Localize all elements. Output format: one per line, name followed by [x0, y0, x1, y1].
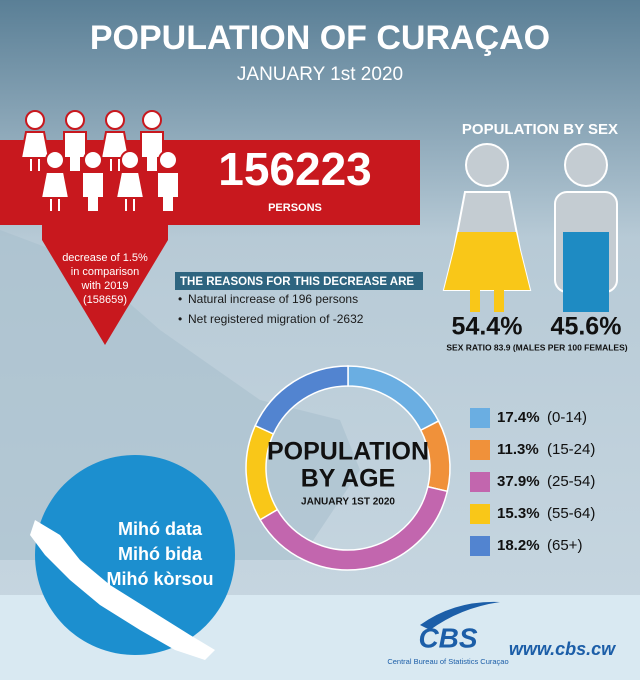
person-head [142, 110, 162, 130]
person-head [83, 150, 103, 170]
age-donut [245, 365, 451, 571]
logo-text: CBS [418, 622, 477, 653]
island-shape [30, 520, 215, 660]
female-leg [494, 290, 504, 312]
sex-ratio: SEX RATIO 83.9 (MALES PER 100 FEMALES) [446, 342, 627, 352]
bullet: • [178, 292, 182, 306]
person-head [120, 150, 140, 170]
person-head [45, 150, 65, 170]
donut-title: BY AGE [301, 465, 395, 493]
person-head [158, 150, 178, 170]
legend: 17.4% (0-14) 11.3% (15-24) 37.9% (25-54) 15.3%… [470, 408, 595, 556]
male-icon [554, 143, 618, 312]
legend-swatch [470, 472, 490, 492]
person-head [105, 110, 125, 130]
legend-swatch [470, 440, 490, 460]
female-fill [444, 232, 530, 290]
slogan-line: Mihó bida [118, 544, 203, 564]
person-head [65, 110, 85, 130]
legend-value: 11.3% [497, 441, 539, 458]
subtitle: JANUARY 1st 2020 [237, 64, 403, 85]
reason-item: Net registered migration of -2632 [188, 312, 364, 326]
legend-value: 18.2% [497, 537, 540, 554]
slogan-line: Mihó data [118, 519, 203, 539]
reasons-title: THE REASONS FOR THIS DECREASE ARE [180, 276, 414, 288]
female-head [465, 143, 509, 187]
male-head [564, 143, 608, 187]
legend-category: (0-14) [547, 409, 587, 426]
legend-category: (25-54) [547, 473, 595, 490]
female-icon [442, 143, 532, 312]
decrease-line: decrease of 1.5% [62, 252, 148, 264]
donut-subtitle: JANUARY 1ST 2020 [301, 497, 395, 508]
website: www.cbs.cw [509, 639, 616, 659]
legend-value: 37.9% [497, 473, 540, 490]
legend-category: (55-64) [547, 505, 595, 522]
total-unit: PERSONS [268, 202, 322, 214]
female-percent: 54.4% [452, 313, 523, 341]
slogan-circle [35, 455, 235, 655]
female-leg [470, 290, 480, 312]
reason-item: Natural increase of 196 persons [188, 292, 358, 306]
donut-title: POPULATION [267, 438, 429, 466]
decrease-line: (158659) [83, 294, 127, 306]
person-head [25, 110, 45, 130]
total-value: 156223 [218, 143, 372, 195]
bullet: • [178, 312, 182, 326]
legend-value: 15.3% [497, 505, 540, 522]
slogan-line: Mihó kòrsou [107, 569, 214, 589]
legend-category: (65+) [547, 537, 582, 554]
person-body [81, 171, 105, 213]
person-body [114, 171, 146, 213]
decrease-line: with 2019 [80, 280, 128, 292]
title: POPULATION OF CURAÇAO [90, 19, 550, 57]
sex-title: POPULATION BY SEX [462, 121, 618, 138]
donut-segment [254, 365, 349, 435]
legend-swatch [470, 536, 490, 556]
logo-org: Central Bureau of Statistics Curaçao [387, 657, 508, 666]
person-body [39, 171, 71, 213]
legend-swatch [470, 504, 490, 524]
people-icons [19, 110, 180, 213]
person-body [156, 171, 180, 213]
legend-value: 17.4% [497, 409, 540, 426]
legend-category: (15-24) [547, 441, 595, 458]
male-percent: 45.6% [551, 313, 622, 341]
decrease-line: in comparison [71, 266, 139, 278]
legend-swatch [470, 408, 490, 428]
logo-swoosh [420, 601, 500, 630]
reasons-box [175, 272, 423, 290]
male-fill [563, 232, 609, 312]
